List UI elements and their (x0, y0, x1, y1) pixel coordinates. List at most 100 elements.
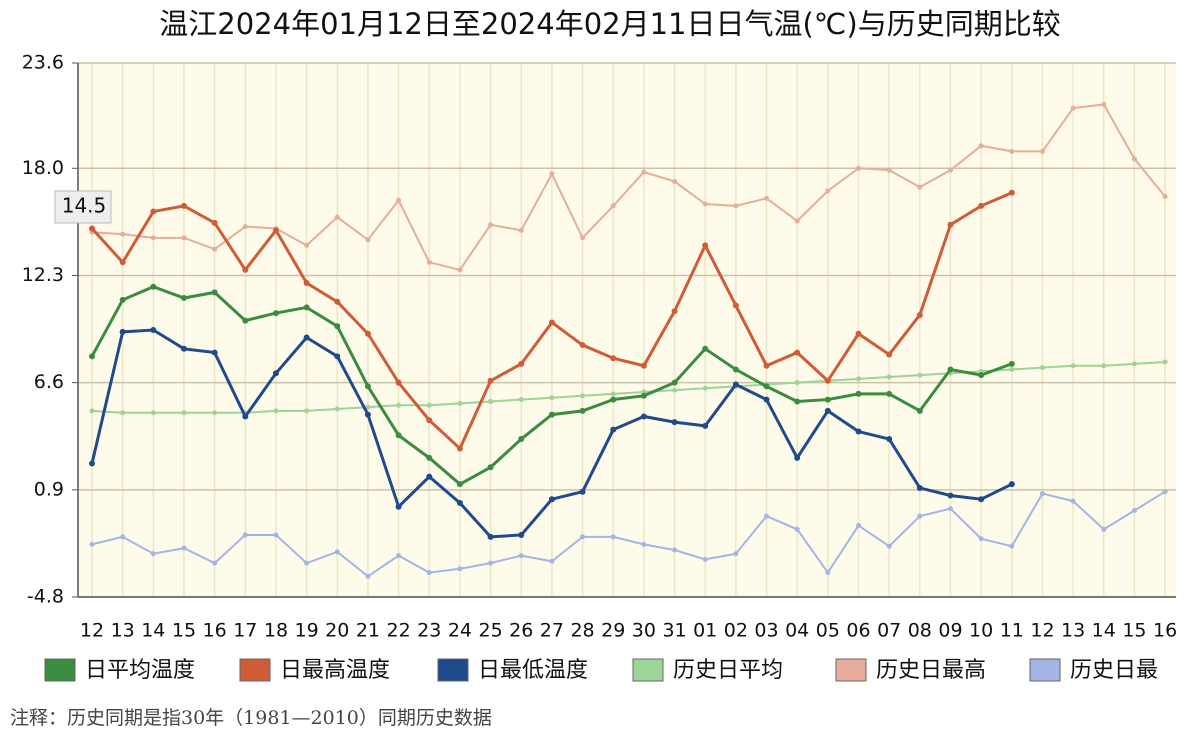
point (702, 422, 709, 429)
point (120, 534, 126, 540)
point (212, 410, 218, 416)
x-tick-label: 26 (509, 620, 533, 642)
point (764, 195, 770, 201)
point (396, 197, 402, 203)
point (273, 532, 279, 538)
point (273, 408, 279, 414)
point (396, 553, 402, 559)
point (672, 387, 678, 393)
point (610, 426, 617, 433)
x-tick-label: 18 (264, 620, 288, 642)
point (947, 506, 953, 512)
x-tick-label: 04 (785, 620, 809, 642)
legend-swatch (44, 658, 76, 682)
point (242, 266, 249, 273)
point (824, 407, 831, 414)
point (365, 237, 371, 243)
point (886, 167, 892, 173)
point (825, 570, 831, 576)
point (180, 345, 187, 352)
point (1009, 148, 1015, 154)
point (702, 201, 708, 207)
x-tick-label: 17 (233, 620, 257, 642)
legend-label: 历史日最高 (876, 658, 986, 683)
point (426, 417, 433, 424)
point (518, 553, 524, 559)
point (548, 411, 555, 418)
point (518, 360, 525, 367)
point (794, 218, 800, 224)
point (763, 362, 770, 369)
series-line (91, 360, 1166, 414)
point (211, 349, 218, 356)
point (1162, 359, 1168, 365)
point (364, 330, 371, 337)
x-tick-label: 31 (662, 620, 686, 642)
point (1131, 361, 1137, 367)
point (1131, 508, 1137, 514)
point (395, 379, 402, 386)
point (916, 311, 923, 318)
point (856, 165, 861, 171)
x-tick-label: 30 (632, 620, 656, 642)
point (119, 328, 126, 335)
point (364, 411, 371, 418)
point (579, 407, 586, 414)
point (120, 410, 126, 416)
point (794, 454, 801, 461)
series-line (91, 103, 1166, 271)
x-tick-label: 07 (877, 620, 901, 642)
point (824, 396, 831, 403)
point (487, 377, 494, 384)
point (579, 342, 586, 349)
x-tick-label: 09 (938, 620, 962, 642)
point (395, 432, 402, 439)
point (947, 492, 954, 499)
point (518, 531, 525, 538)
point (242, 224, 248, 230)
x-tick-label: 15 (1122, 620, 1146, 642)
point (1008, 189, 1015, 196)
x-tick-label: 22 (387, 620, 411, 642)
point (672, 547, 678, 553)
point (456, 481, 463, 488)
point (610, 203, 616, 209)
point (702, 345, 709, 352)
point (917, 513, 923, 519)
point (211, 219, 218, 226)
point (548, 319, 555, 326)
point (365, 404, 371, 410)
point (242, 532, 248, 538)
point (334, 214, 340, 220)
point (89, 408, 95, 414)
x-tick-label: 10 (969, 620, 993, 642)
point (457, 400, 463, 406)
x-tick-label: 06 (846, 620, 870, 642)
point (1009, 543, 1015, 549)
point (671, 379, 678, 386)
point (549, 395, 555, 401)
point (978, 202, 985, 209)
point (1039, 148, 1045, 154)
point (733, 203, 739, 209)
point (978, 496, 985, 503)
x-tick-label: 25 (478, 620, 502, 642)
point (640, 413, 647, 420)
point (640, 392, 647, 399)
point (610, 355, 617, 362)
point (426, 473, 433, 480)
point (764, 513, 770, 519)
legend-swatch (1029, 658, 1061, 682)
y-tick-label: -4.8 (27, 586, 64, 608)
point (886, 351, 893, 358)
point (426, 454, 433, 461)
x-tick-label: 05 (816, 620, 840, 642)
point (304, 242, 310, 248)
x-tick-label: 13 (1061, 620, 1085, 642)
point (825, 188, 831, 194)
point (487, 464, 494, 471)
point (456, 499, 463, 506)
legend-label: 历史日最 (1070, 658, 1158, 683)
point (272, 310, 279, 317)
point (456, 445, 463, 452)
